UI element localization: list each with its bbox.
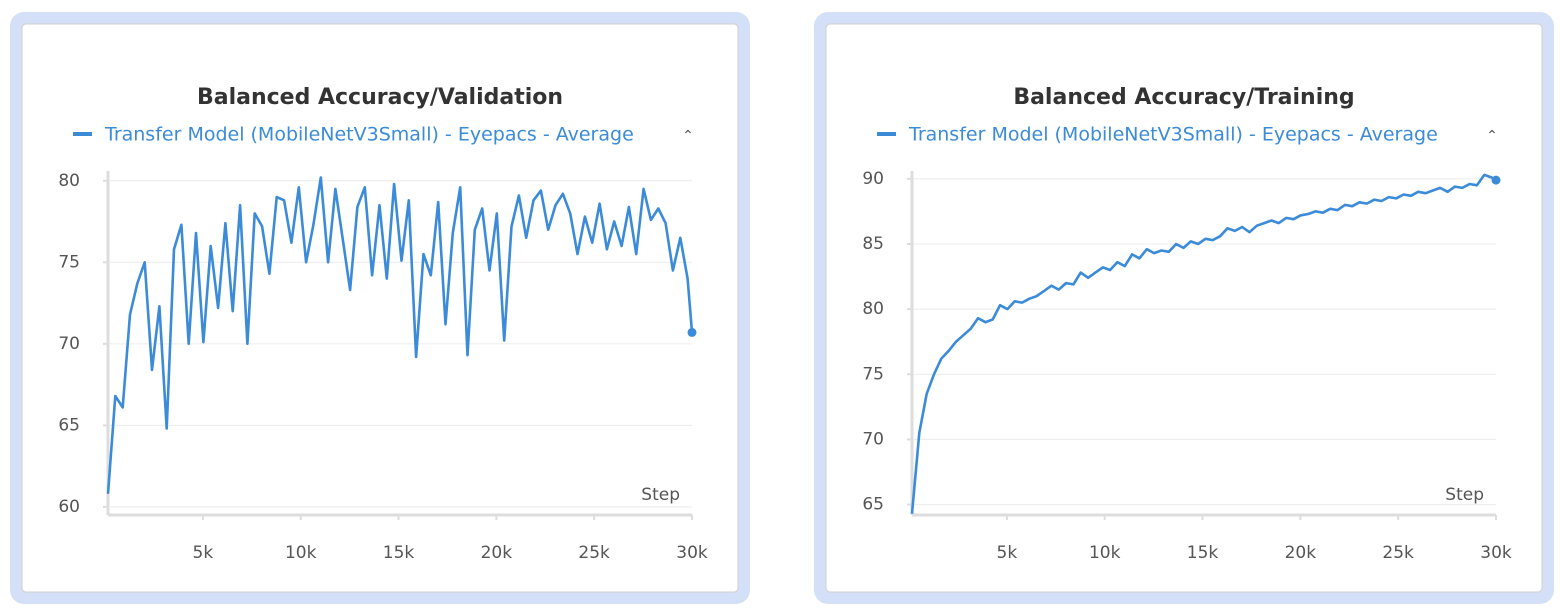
y-tick-label: 85 [862, 234, 884, 254]
x-tick-label: 5k [193, 543, 214, 563]
x-tick-label: 25k [578, 543, 610, 563]
x-axis-label: Step [1445, 485, 1484, 505]
y-tick-label: 90 [862, 169, 884, 189]
y-tick-label: 80 [58, 171, 80, 191]
y-tick-label: 70 [862, 429, 884, 449]
chart-title: Balanced Accuracy/Validation [197, 85, 563, 110]
x-tick-label: 15k [1187, 543, 1219, 563]
y-tick-label: 75 [862, 364, 884, 384]
x-tick-label: 10k [285, 543, 317, 563]
x-tick-label: 30k [1480, 543, 1512, 563]
x-tick-label: 5k [997, 543, 1018, 563]
chart-title: Balanced Accuracy/Training [1013, 85, 1354, 110]
y-tick-label: 70 [58, 334, 80, 354]
x-tick-label: 20k [1285, 543, 1317, 563]
x-axis-label: Step [641, 485, 680, 505]
x-tick-label: 25k [1382, 543, 1414, 563]
y-tick-label: 80 [862, 299, 884, 319]
legend-toggle[interactable]: ⌃ [682, 128, 694, 144]
x-tick-label: 15k [383, 543, 415, 563]
x-tick-label: 20k [481, 543, 513, 563]
y-tick-label: 65 [58, 415, 80, 435]
legend-toggle[interactable]: ⌃ [1486, 128, 1498, 144]
y-tick-label: 65 [862, 495, 884, 515]
end-point [687, 327, 697, 337]
x-tick-label: 30k [676, 543, 708, 563]
legend-label: Transfer Model (MobileNetV3Small) - Eyep… [908, 124, 1438, 146]
y-tick-label: 60 [58, 497, 80, 517]
panel [825, 23, 1543, 593]
series-line [910, 173, 1497, 514]
legend-label: Transfer Model (MobileNetV3Small) - Eyep… [104, 124, 634, 146]
y-tick-label: 75 [58, 252, 80, 272]
panel [21, 23, 739, 593]
x-tick-label: 10k [1089, 543, 1121, 563]
end-point [1491, 175, 1501, 185]
series-line [106, 176, 694, 494]
